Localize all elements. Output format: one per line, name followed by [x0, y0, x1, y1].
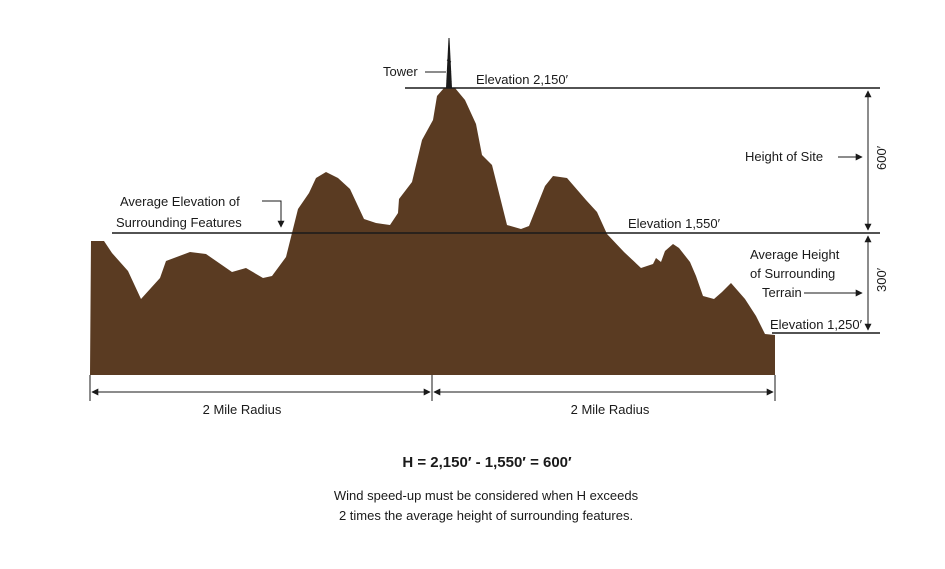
radius-right-label: 2 Mile Radius — [571, 402, 650, 417]
terrain-profile — [90, 88, 775, 375]
note-line-2: 2 times the average height of surroundin… — [339, 508, 633, 523]
avg-elevation-arrow — [262, 200, 285, 228]
height-600-label: 600′ — [874, 145, 889, 170]
radius-left-label: 2 Mile Radius — [203, 402, 282, 417]
tower-label: Tower — [383, 64, 418, 79]
avg-height-label-line1: Average Height — [750, 247, 840, 262]
elevation-top-label: Elevation 2,150′ — [476, 72, 569, 87]
height-300-label: 300′ — [874, 267, 889, 292]
elevation-mid-label: Elevation 1,550′ — [628, 216, 721, 231]
avg-elevation-label-line1: Average Elevation of — [120, 194, 240, 209]
avg-height-label-line3: Terrain — [762, 285, 802, 300]
formula: H = 2,150′ - 1,550′ = 600′ — [402, 454, 572, 471]
avg-elevation-label-line2: Surrounding Features — [116, 215, 242, 230]
height-of-site-label: Height of Site — [745, 149, 823, 164]
elevation-low-label: Elevation 1,250′ — [770, 317, 863, 332]
tower-icon — [446, 38, 452, 88]
note-line-1: Wind speed-up must be considered when H … — [334, 488, 639, 503]
avg-height-label-line2: of Surrounding — [750, 266, 835, 281]
